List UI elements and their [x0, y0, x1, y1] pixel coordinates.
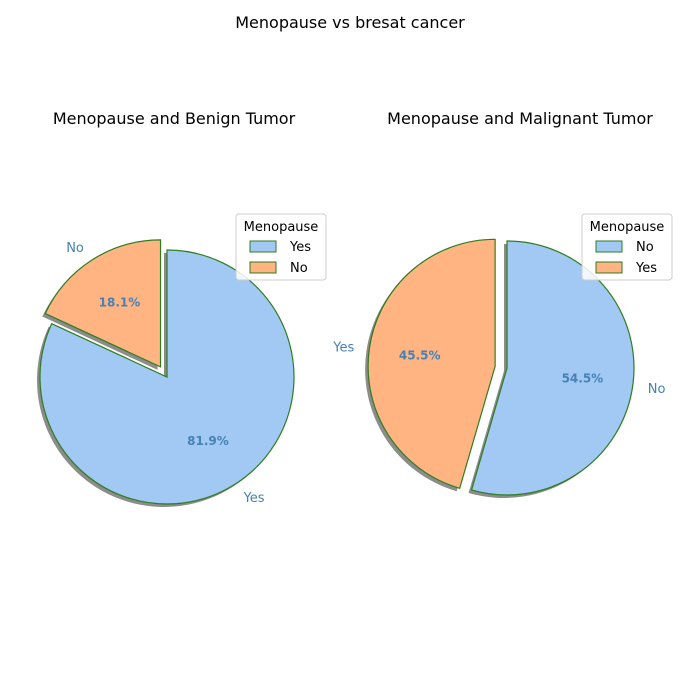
legend-swatch-benign-no — [249, 261, 277, 274]
slice-label-malignant-no: No — [648, 382, 666, 397]
chart-title-malignant: Menopause and Malignant Tumor — [387, 109, 653, 128]
pie-slices-malignant: No 54.5% Yes 45.5% — [332, 238, 666, 499]
legend-malignant: Menopause No Yes — [581, 213, 673, 281]
slice-label-benign-no: No — [66, 241, 84, 256]
slice-label-malignant-yes: Yes — [332, 340, 354, 355]
legend-swatch-malignant-no — [595, 240, 623, 253]
legend-swatch-malignant-yes — [595, 261, 623, 274]
pie-slice-malignant-yes — [367, 238, 496, 490]
chart-title-benign: Menopause and Benign Tumor — [53, 109, 296, 128]
legend-title-benign: Menopause — [244, 220, 319, 235]
figure-title: Menopause vs bresat cancer — [235, 13, 465, 32]
pie-slice-benign-no — [44, 239, 162, 368]
slice-percent-benign-no: 18.1% — [99, 296, 141, 310]
pie-slice-malignant-no — [470, 240, 635, 496]
legend-swatch-benign-yes — [249, 240, 277, 253]
slice-percent-malignant-yes: 45.5% — [399, 349, 441, 363]
pie-slice-benign-yes — [39, 249, 295, 505]
pie-slices-benign: Yes 81.9% No 18.1% — [37, 239, 295, 507]
pie-chart-malignant: Menopause and Malignant Tumor No 54.5% Yes… — [332, 109, 673, 499]
legend-title-malignant: Menopause — [590, 220, 665, 235]
slice-percent-malignant-no: 54.5% — [562, 372, 604, 386]
slice-label-benign-yes: Yes — [243, 491, 265, 506]
legend-benign: Menopause Yes No — [235, 213, 327, 281]
legend-entry-malignant-no: No — [636, 240, 654, 255]
legend-entry-malignant-yes: Yes — [635, 261, 657, 276]
legend-entry-benign-no: No — [290, 261, 308, 276]
slice-percent-benign-yes: 81.9% — [187, 434, 229, 448]
legend-entry-benign-yes: Yes — [289, 240, 311, 255]
pie-chart-benign: Menopause and Benign Tumor Yes 81.9% No 18.… — [37, 109, 327, 507]
